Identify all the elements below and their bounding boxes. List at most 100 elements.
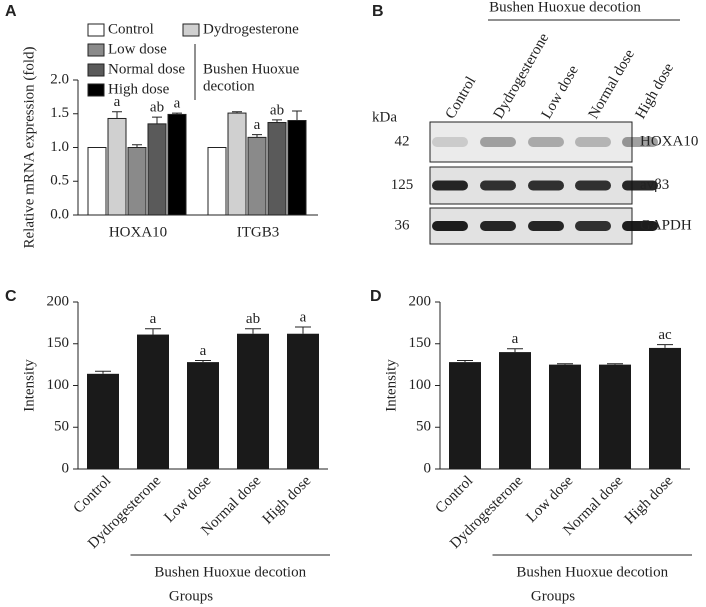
y-tick-label: 200 [409, 293, 432, 309]
error-bar [457, 359, 473, 363]
panel-label: B [372, 3, 384, 20]
blot-band [622, 221, 658, 231]
y-tick-label: 100 [409, 377, 432, 393]
error-bar [607, 363, 623, 365]
blot-band [622, 137, 658, 147]
y-tick-label: 1.0 [50, 139, 69, 155]
error-bar [245, 328, 261, 334]
significance-label: a [174, 96, 181, 112]
y-tick-label: 150 [409, 335, 432, 351]
bar [237, 333, 269, 469]
bar [147, 123, 167, 216]
bar [287, 120, 307, 216]
significance-label: ac [658, 327, 672, 343]
legend-label: Control [108, 21, 154, 37]
legend-note: decotion [203, 78, 255, 94]
blot-band [432, 137, 468, 147]
y-tick-label: 200 [47, 293, 70, 309]
bar [549, 364, 581, 469]
bar [187, 362, 219, 469]
y-tick-label: 0 [62, 460, 70, 476]
error-bar [195, 359, 211, 363]
blot-kda: 36 [395, 217, 411, 233]
y-tick-label: 150 [47, 335, 70, 351]
error-bar [292, 110, 302, 121]
x-tick-label: Low dose [161, 473, 214, 526]
blot-band [575, 221, 611, 231]
blot-protein: HOXA10 [640, 133, 698, 149]
bar [649, 347, 681, 469]
significance-label: a [254, 117, 261, 133]
bar [449, 362, 481, 469]
legend-swatch [182, 23, 200, 37]
blot-column-label: Control [443, 74, 480, 122]
y-tick-label: 2.0 [50, 71, 69, 87]
blot-kda: 42 [395, 133, 410, 149]
blot-column-label: Low dose [539, 63, 582, 122]
blot-kda: 125 [391, 177, 414, 193]
legend-swatch [87, 23, 105, 37]
legend-label: High dose [108, 81, 170, 97]
bar [499, 352, 531, 469]
error-bar [657, 344, 673, 348]
y-axis-label: Intensity [21, 359, 37, 412]
bar [227, 112, 247, 216]
blot-unit: kDa [372, 109, 397, 125]
blot-band [480, 221, 516, 231]
legend-swatch [87, 43, 105, 57]
group-label: Bushen Huoxue decotion [154, 564, 306, 580]
y-tick-label: 50 [54, 419, 69, 435]
blot-band [528, 137, 564, 147]
panel-label: C [5, 288, 17, 305]
x-axis-label: Groups [169, 588, 213, 604]
x-tick-label: HOXA10 [109, 224, 167, 240]
bar [207, 147, 227, 216]
blot-band [575, 180, 611, 191]
group-label: Bushen Huoxue decotion [516, 564, 668, 580]
bar [87, 147, 107, 216]
blot-band [432, 221, 468, 231]
legend-swatch [87, 83, 105, 97]
significance-label: ab [246, 311, 260, 327]
significance-label: a [114, 94, 121, 110]
blot-frame [429, 121, 633, 163]
blot-band [575, 137, 611, 147]
y-tick-label: 100 [47, 377, 70, 393]
significance-label: a [200, 343, 207, 359]
y-tick-label: 0.5 [50, 173, 69, 189]
error-bar [112, 111, 122, 119]
significance-label: a [300, 309, 307, 325]
legend-label: Dydrogesterone [203, 21, 299, 37]
legend-label: Low dose [108, 41, 167, 57]
bar [137, 334, 169, 469]
error-bar [152, 116, 162, 124]
x-tick-label: Control [71, 473, 115, 517]
x-tick-label: High dose [622, 473, 677, 528]
y-tick-label: 0 [424, 460, 432, 476]
bar [287, 333, 319, 469]
panel-label: D [370, 288, 382, 305]
x-axis-label: Groups [531, 588, 575, 604]
blot-column-label: High dose [633, 60, 678, 121]
x-tick-label: Control [433, 473, 477, 517]
y-tick-label: 50 [416, 419, 431, 435]
x-tick-label: Low dose [523, 473, 576, 526]
y-tick-label: 1.5 [50, 105, 69, 121]
blot-band [528, 221, 564, 231]
bar [87, 373, 119, 469]
error-bar [232, 111, 242, 114]
blot-band [432, 180, 468, 191]
error-bar [557, 363, 573, 365]
blot-band [528, 180, 564, 191]
blot-band [480, 180, 516, 191]
error-bar [172, 112, 182, 115]
error-bar [132, 144, 142, 148]
blot-band [622, 180, 658, 191]
y-axis-label: Intensity [383, 359, 399, 412]
error-bar [295, 326, 311, 334]
significance-label: ab [150, 100, 164, 116]
blot-group-label: Bushen Huoxue decotion [489, 0, 641, 15]
y-tick-label: 0.0 [50, 206, 69, 222]
error-bar [507, 348, 523, 353]
